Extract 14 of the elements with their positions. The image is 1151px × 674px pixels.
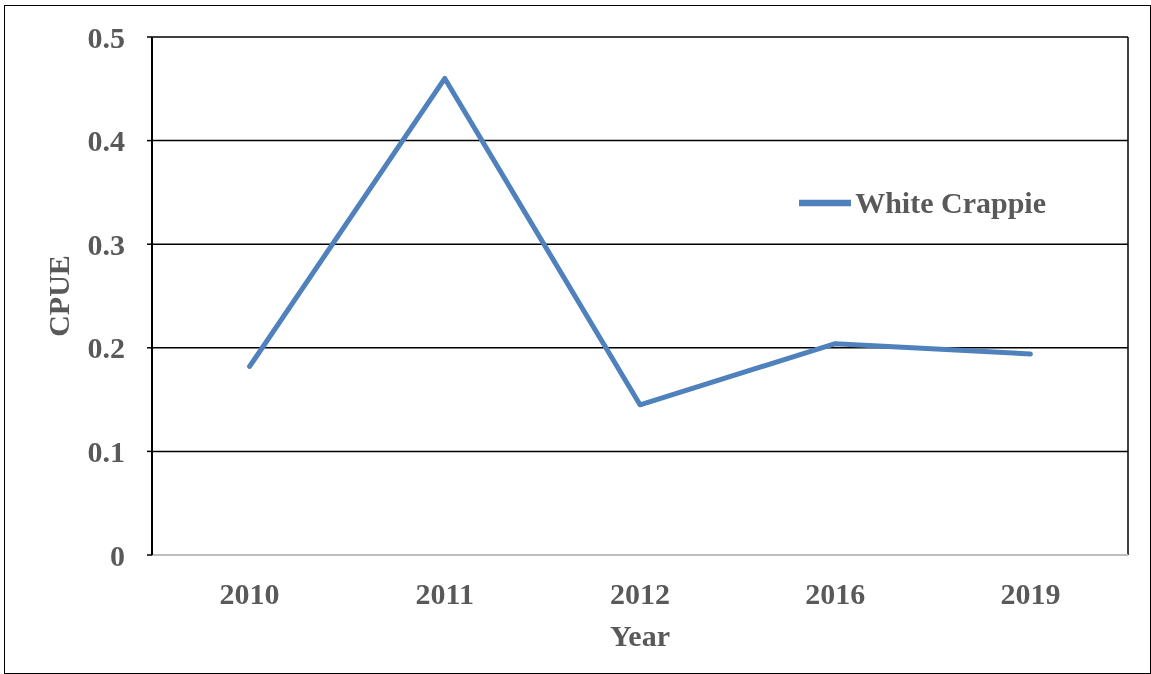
y-axis-title: CPUE [41, 255, 75, 337]
y-tick-label: 0.5 [87, 20, 125, 54]
x-tick-label: 2016 [805, 577, 866, 611]
y-tick-label: 0 [110, 538, 125, 572]
x-axis-title: Year [610, 618, 670, 652]
y-tick-label: 0.4 [87, 124, 125, 158]
legend-label: White Crappie [855, 186, 1046, 219]
y-tick-label: 0.1 [87, 435, 125, 469]
x-tick-label: 2010 [219, 577, 280, 611]
x-tick-label: 2011 [415, 577, 474, 611]
y-tick-label: 0.2 [87, 331, 125, 365]
x-tick-label: 2012 [610, 577, 670, 611]
y-tick-label: 0.3 [87, 227, 125, 261]
x-tick-label: 2019 [1000, 577, 1061, 611]
